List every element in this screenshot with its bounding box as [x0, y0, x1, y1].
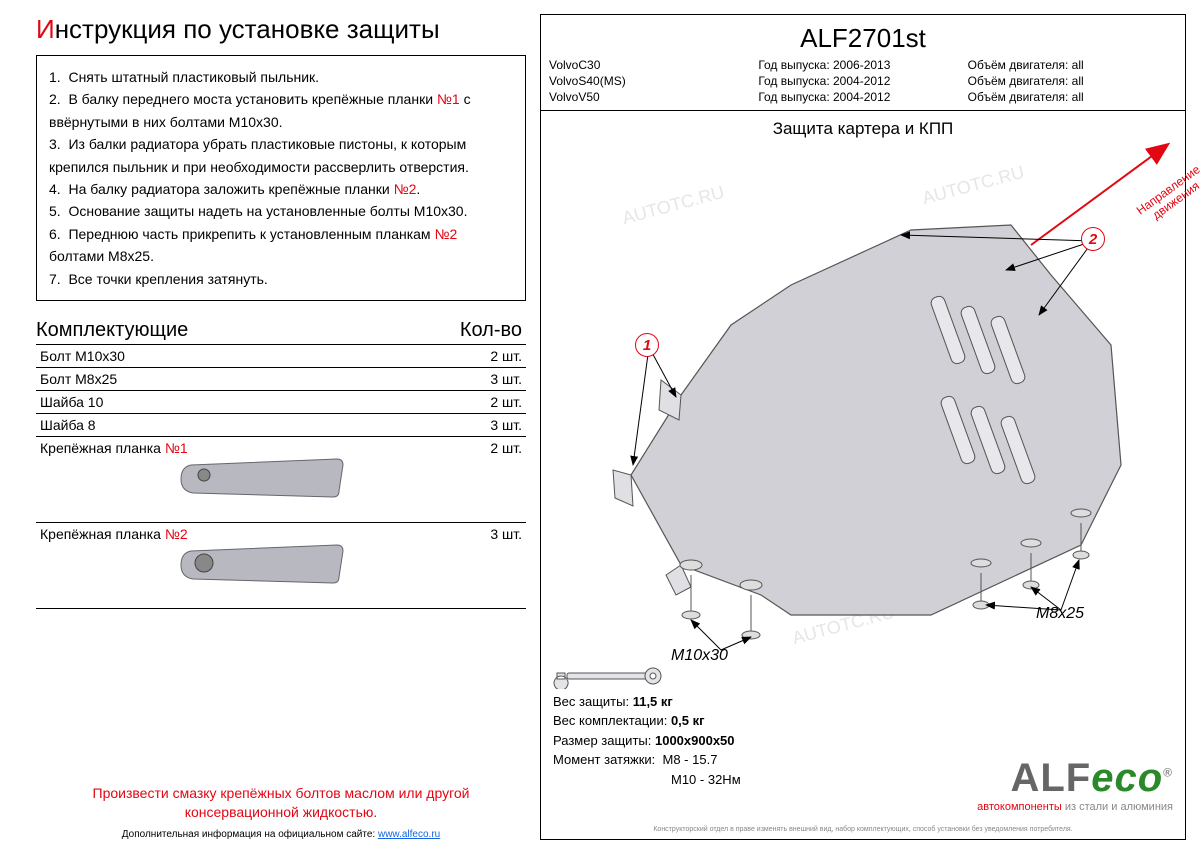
instruction-line: 2. В балку переднего моста установить кр… [49, 88, 513, 133]
vehicle-years: Год выпуска: 2006-2013 Год выпуска: 2004… [758, 58, 967, 104]
spec-torque: Момент затяжки: М8 - 15.7 [553, 750, 741, 770]
component-name: Крепёжная планка №2 [36, 522, 456, 608]
title-first-letter: И [36, 14, 55, 44]
year-1: Год выпуска: 2006-2013 [758, 58, 967, 72]
callout-1-num: 1 [635, 333, 659, 357]
component-qty: 3 шт. [456, 367, 526, 390]
logo-text: ALFeco® [977, 756, 1173, 801]
qty-label: Кол-во [460, 319, 522, 342]
table-row: Болт М10х302 шт. [36, 345, 526, 368]
watermark: AUTOTC.RU [920, 162, 1027, 209]
model-3: VolvoV50 [549, 90, 758, 104]
component-qty: 3 шт. [456, 413, 526, 436]
callout-1: 1 [635, 333, 659, 357]
brand-logo: ALFeco® автокомпоненты из стали и алюмин… [977, 756, 1173, 813]
table-row: Крепёжная планка №12 шт. [36, 436, 526, 522]
component-name: Болт М10х30 [36, 345, 456, 368]
component-name: Крепёжная планка №1 [36, 436, 456, 522]
engine-2: Объём двигателя: all [968, 74, 1177, 88]
plank-icon [176, 447, 356, 503]
vehicle-engines: Объём двигателя: all Объём двигателя: al… [968, 58, 1177, 104]
footer-text: Дополнительная информация на официальном… [122, 829, 378, 840]
logo-sub: автокомпоненты из стали и алюминия [977, 801, 1173, 813]
direction-label: Направлениедвижения [1134, 163, 1200, 228]
right-column: ALF2701st VolvoC30 VolvoS40(MS) VolvoV50… [540, 0, 1200, 854]
diagram-panel: ALF2701st VolvoC30 VolvoS40(MS) VolvoV50… [540, 14, 1186, 840]
watermark: AUTOTC.RU [790, 602, 897, 649]
instruction-line: 1. Снять штатный пластиковый пыльник. [49, 66, 513, 88]
bolt-label-m10: M10x30 [671, 647, 728, 665]
component-qty: 3 шт. [456, 522, 526, 608]
instruction-line: 4. На балку радиатора заложить крепёжные… [49, 178, 513, 200]
product-code: ALF2701st [541, 15, 1185, 54]
engine-3: Объём двигателя: all [968, 90, 1177, 104]
callout-2-num: 2 [1081, 227, 1105, 251]
instruction-line: 5. Основание защиты надеть на установлен… [49, 200, 513, 222]
component-qty: 2 шт. [456, 390, 526, 413]
watermark: AUTOTC.RU [620, 182, 727, 229]
bolt-label-m8: M8x25 [1036, 605, 1084, 623]
component-name: Болт М8х25 [36, 367, 456, 390]
instructions-box: 1. Снять штатный пластиковый пыльник.2. … [36, 55, 526, 301]
component-qty: 2 шт. [456, 345, 526, 368]
components-table: Болт М10х302 шт.Болт М8х253 шт.Шайба 102… [36, 345, 526, 609]
model-1: VolvoC30 [549, 58, 758, 72]
left-column: Инструкция по установке защиты 1. Снять … [0, 0, 540, 854]
spec-torque-2: М10 - 32Нм [553, 770, 741, 790]
watermark: AUTOTC.RU [670, 402, 777, 449]
spec-size: Размер защиты: 1000х900х50 [553, 731, 741, 751]
spec-weight: Вес защиты: 11,5 кг [553, 692, 741, 712]
instruction-line: 7. Все точки крепления затянуть. [49, 268, 513, 290]
year-3: Год выпуска: 2004-2012 [758, 90, 967, 104]
table-row: Болт М8х253 шт. [36, 367, 526, 390]
watermark: AUTOTC.RU [940, 392, 1047, 439]
components-header: Комплектующие Кол-во [36, 319, 526, 345]
spec-block: Вес защиты: 11,5 кг Вес комплектации: 0,… [553, 692, 741, 790]
footer-link[interactable]: www.alfeco.ru [378, 829, 440, 840]
component-name: Шайба 10 [36, 390, 456, 413]
table-row: Шайба 102 шт. [36, 390, 526, 413]
instruction-line: 6. Переднюю часть прикрепить к установле… [49, 223, 513, 268]
year-2: Год выпуска: 2004-2012 [758, 74, 967, 88]
instruction-line: 3. Из балки радиатора убрать пластиковые… [49, 133, 513, 178]
table-row: Крепёжная планка №23 шт. [36, 522, 526, 608]
title-rest: нструкция по установке защиты [55, 14, 440, 44]
lubrication-warning: Произвести смазку крепёжных болтов масло… [36, 784, 526, 823]
component-name: Шайба 8 [36, 413, 456, 436]
disclaimer: Конструкторский отдел в праве изменять в… [541, 826, 1185, 833]
components-label: Комплектующие [36, 319, 188, 342]
spec-kit: Вес комплектации: 0,5 кг [553, 711, 741, 731]
model-2: VolvoS40(MS) [549, 74, 758, 88]
callout-2: 2 [1081, 227, 1105, 251]
footer-note: Дополнительная информация на официальном… [36, 829, 526, 840]
vehicle-info: VolvoC30 VolvoS40(MS) VolvoV50 Год выпус… [541, 54, 1185, 111]
vehicle-models: VolvoC30 VolvoS40(MS) VolvoV50 [549, 58, 758, 104]
table-row: Шайба 83 шт. [36, 413, 526, 436]
page-title: Инструкция по установке защиты [36, 14, 526, 45]
plank-icon [176, 533, 356, 589]
engine-1: Объём двигателя: all [968, 58, 1177, 72]
wrench-icon [553, 663, 663, 689]
diagram-title: Защита картера и КПП [541, 111, 1185, 139]
component-qty: 2 шт. [456, 436, 526, 522]
